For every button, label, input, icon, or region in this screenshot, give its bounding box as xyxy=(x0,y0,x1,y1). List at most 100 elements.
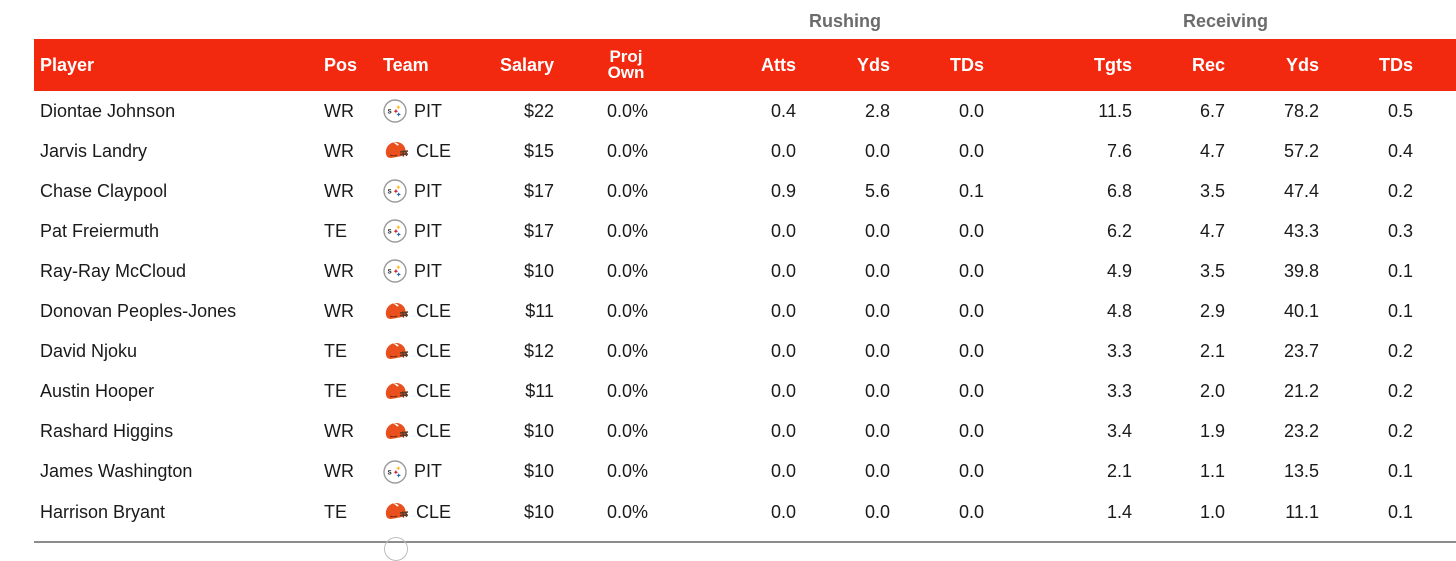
targets: 11.5 xyxy=(1098,100,1132,121)
team-abbr: PIT xyxy=(414,260,443,281)
svg-text:S: S xyxy=(388,270,392,276)
receptions: 1.9 xyxy=(1199,421,1225,442)
salary: $17 xyxy=(523,180,554,201)
player-name[interactable]: James Washington xyxy=(40,461,193,482)
table-row[interactable]: David Njoku TE CLE $12 0.0% 0.0 0.0 0.0 … xyxy=(34,332,1456,372)
table-row[interactable]: James Washington WR S PIT $10 0.0% 0.0 0… xyxy=(34,452,1456,492)
receptions: 2.0 xyxy=(1199,381,1225,402)
rush-atts: 0.0 xyxy=(770,341,796,362)
rush-tds: 0.0 xyxy=(958,220,984,241)
rec-yds: 23.7 xyxy=(1283,341,1319,362)
browns-helmet-icon xyxy=(383,139,409,163)
player-name[interactable]: Ray-Ray McCloud xyxy=(40,260,187,281)
team: CLE xyxy=(383,412,451,452)
rushing-group-label: Rushing xyxy=(809,11,881,31)
player-name[interactable]: Chase Claypool xyxy=(40,180,168,201)
table-row[interactable]: Rashard Higgins WR CLE $10 0.0% 0.0 0.0 … xyxy=(34,412,1456,452)
table-row[interactable]: Diontae Johnson WR S PIT $22 0.0% 0.4 2.… xyxy=(34,91,1456,131)
rush-tds: 0.1 xyxy=(958,180,984,201)
rec-yds: 11.1 xyxy=(1285,501,1319,522)
header-rec-tds[interactable]: TDs xyxy=(1378,54,1413,75)
team-abbr: CLE xyxy=(416,140,452,161)
targets: 6.2 xyxy=(1106,220,1132,241)
rush-yds: 5.6 xyxy=(864,180,890,201)
salary: $17 xyxy=(523,220,554,241)
player-projections-table: Rushing Receiving Player Pos Team Salary… xyxy=(34,0,1456,561)
header-player[interactable]: Player xyxy=(40,54,95,75)
rush-tds: 0.0 xyxy=(958,501,984,522)
browns-helmet-icon xyxy=(383,420,409,444)
table-row[interactable]: Jarvis Landry WR CLE $15 0.0% 0.0 0.0 0.… xyxy=(34,131,1456,171)
table-row[interactable]: Donovan Peoples-Jones WR CLE $11 0.0% 0.… xyxy=(34,292,1456,332)
player-name[interactable]: Jarvis Landry xyxy=(40,140,148,161)
position: TE xyxy=(324,220,348,241)
player-name[interactable]: David Njoku xyxy=(40,341,138,362)
proj-own: 0.0% xyxy=(606,421,648,442)
header-rush-atts[interactable]: Atts xyxy=(761,54,796,75)
targets: 7.6 xyxy=(1106,140,1132,161)
targets: 4.8 xyxy=(1106,301,1132,321)
header-rec[interactable]: Rec xyxy=(1191,54,1225,75)
team: S PIT xyxy=(383,452,442,492)
rush-tds: 0.0 xyxy=(958,381,984,402)
header-proj-own-line1: Proj xyxy=(609,47,643,66)
team: CLE xyxy=(383,292,451,332)
header-tgts[interactable]: Tgts xyxy=(1094,54,1132,75)
team: CLE xyxy=(383,131,451,171)
team-abbr: CLE xyxy=(416,501,452,522)
rec-tds: 0.1 xyxy=(1387,301,1413,321)
proj-own: 0.0% xyxy=(606,461,648,482)
targets: 3.3 xyxy=(1106,381,1132,402)
rec-yds: 39.8 xyxy=(1283,260,1319,281)
header-salary[interactable]: Salary xyxy=(499,54,554,75)
position: TE xyxy=(324,341,348,362)
rush-tds: 0.0 xyxy=(958,140,984,161)
rush-tds: 0.0 xyxy=(958,341,984,362)
position: WR xyxy=(324,421,354,442)
rec-tds: 0.1 xyxy=(1387,501,1413,522)
header-rec-yds[interactable]: Yds xyxy=(1285,54,1319,75)
rec-yds: 13.5 xyxy=(1283,461,1319,482)
header-proj-own[interactable]: Proj Own xyxy=(596,39,656,91)
svg-text:S: S xyxy=(388,110,392,116)
table-bottom-border xyxy=(34,541,1456,543)
proj-own: 0.0% xyxy=(606,301,648,321)
position: WR xyxy=(324,260,354,281)
rush-yds: 2.8 xyxy=(864,100,890,121)
proj-own: 0.0% xyxy=(606,260,648,281)
rush-tds: 0.0 xyxy=(958,421,984,442)
salary: $11 xyxy=(525,381,554,402)
rec-yds: 78.2 xyxy=(1283,100,1319,121)
player-name[interactable]: Donovan Peoples-Jones xyxy=(40,301,237,321)
player-name[interactable]: Austin Hooper xyxy=(40,381,155,402)
player-name[interactable]: Pat Freiermuth xyxy=(40,220,160,241)
rush-atts: 0.4 xyxy=(770,100,796,121)
player-name[interactable]: Harrison Bryant xyxy=(40,501,166,522)
salary: $10 xyxy=(523,260,554,281)
table-row[interactable]: Pat Freiermuth TE S PIT $17 0.0% 0.0 0.0… xyxy=(34,211,1456,251)
rec-yds: 43.3 xyxy=(1283,220,1319,241)
player-name[interactable]: Diontae Johnson xyxy=(40,100,176,121)
team-abbr: CLE xyxy=(416,301,452,321)
table-row[interactable]: Harrison Bryant TE CLE $10 0.0% 0.0 0.0 … xyxy=(34,492,1456,532)
player-name[interactable]: Rashard Higgins xyxy=(40,421,174,442)
rush-atts: 0.0 xyxy=(770,501,796,522)
rush-yds: 0.0 xyxy=(864,301,890,321)
steelers-logo-icon: S xyxy=(383,219,407,243)
table-row[interactable]: Chase Claypool WR S PIT $17 0.0% 0.9 5.6… xyxy=(34,171,1456,211)
table-header-row: Player Pos Team Salary Proj Own Atts Yds… xyxy=(34,39,1456,91)
steelers-logo-icon: S xyxy=(383,460,407,484)
header-rush-tds[interactable]: TDs xyxy=(949,54,984,75)
proj-own: 0.0% xyxy=(606,341,648,362)
header-rush-yds[interactable]: Yds xyxy=(856,54,890,75)
table-row[interactable]: Austin Hooper TE CLE $11 0.0% 0.0 0.0 0.… xyxy=(34,372,1456,412)
table-row[interactable]: Ray-Ray McCloud WR S PIT $10 0.0% 0.0 0.… xyxy=(34,251,1456,291)
rec-tds: 0.5 xyxy=(1387,100,1413,121)
header-team[interactable]: Team xyxy=(383,54,429,75)
rec-tds: 0.2 xyxy=(1387,341,1413,362)
rec-yds: 21.2 xyxy=(1283,381,1319,402)
header-proj-own-line2: Own xyxy=(607,63,645,82)
rec-tds: 0.4 xyxy=(1387,140,1413,161)
receptions: 1.0 xyxy=(1199,501,1225,522)
header-pos[interactable]: Pos xyxy=(324,54,358,75)
